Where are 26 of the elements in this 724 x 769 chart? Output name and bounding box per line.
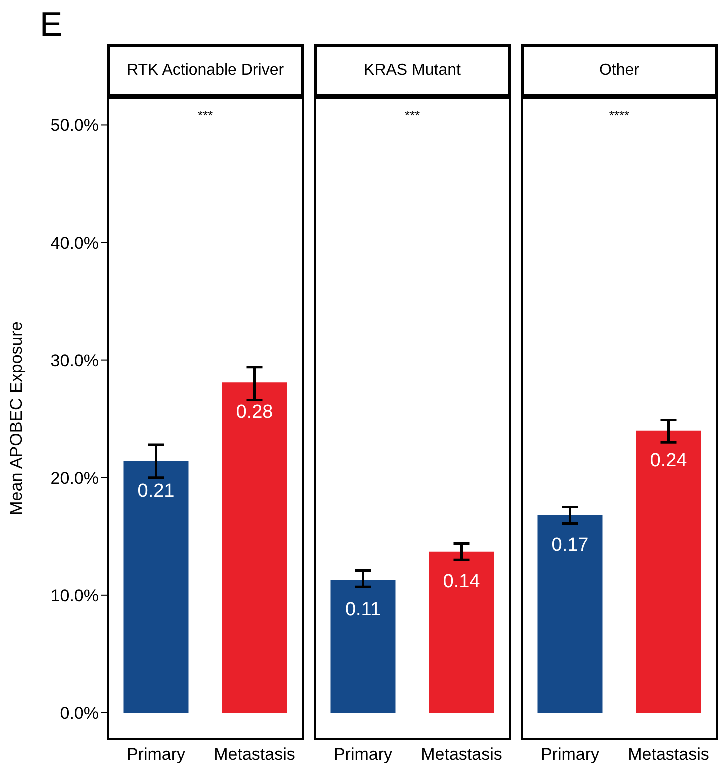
y-tick-label: 40.0% xyxy=(50,234,99,253)
y-tick-label: 0.0% xyxy=(60,704,99,723)
x-tick-label: Primary xyxy=(540,745,600,764)
data-label: 0.21 xyxy=(138,480,175,502)
chart-title: RTK Actionable Driver xyxy=(107,44,304,97)
y-axis-title: Mean APOBEC Exposure xyxy=(7,322,26,516)
x-tick-label: Primary xyxy=(126,745,186,764)
x-tick-label: Metastasis xyxy=(214,745,296,764)
annotation: *** xyxy=(196,108,214,123)
x-tick-label: Metastasis xyxy=(421,745,502,764)
x-tick-label: Metastasis xyxy=(628,745,710,764)
annotation: **** xyxy=(608,108,631,123)
annotation: *** xyxy=(404,108,422,123)
y-tick-label: 30.0% xyxy=(50,351,99,370)
text: E xyxy=(40,6,63,45)
y-tick-label: 10.0% xyxy=(50,586,99,606)
chart-title: KRAS Mutant xyxy=(314,44,511,97)
y-tick-label: 20.0% xyxy=(50,468,99,488)
data-label: 0.24 xyxy=(650,450,688,472)
x-tick-label: Primary xyxy=(334,745,394,764)
data-label: 0.11 xyxy=(345,600,382,621)
data-label: 0.28 xyxy=(236,402,274,424)
data-label: 0.17 xyxy=(552,534,589,556)
data-label: 0.14 xyxy=(443,571,481,592)
y-tick-label: 50.0% xyxy=(50,116,99,136)
chart-title: Other xyxy=(521,44,718,97)
